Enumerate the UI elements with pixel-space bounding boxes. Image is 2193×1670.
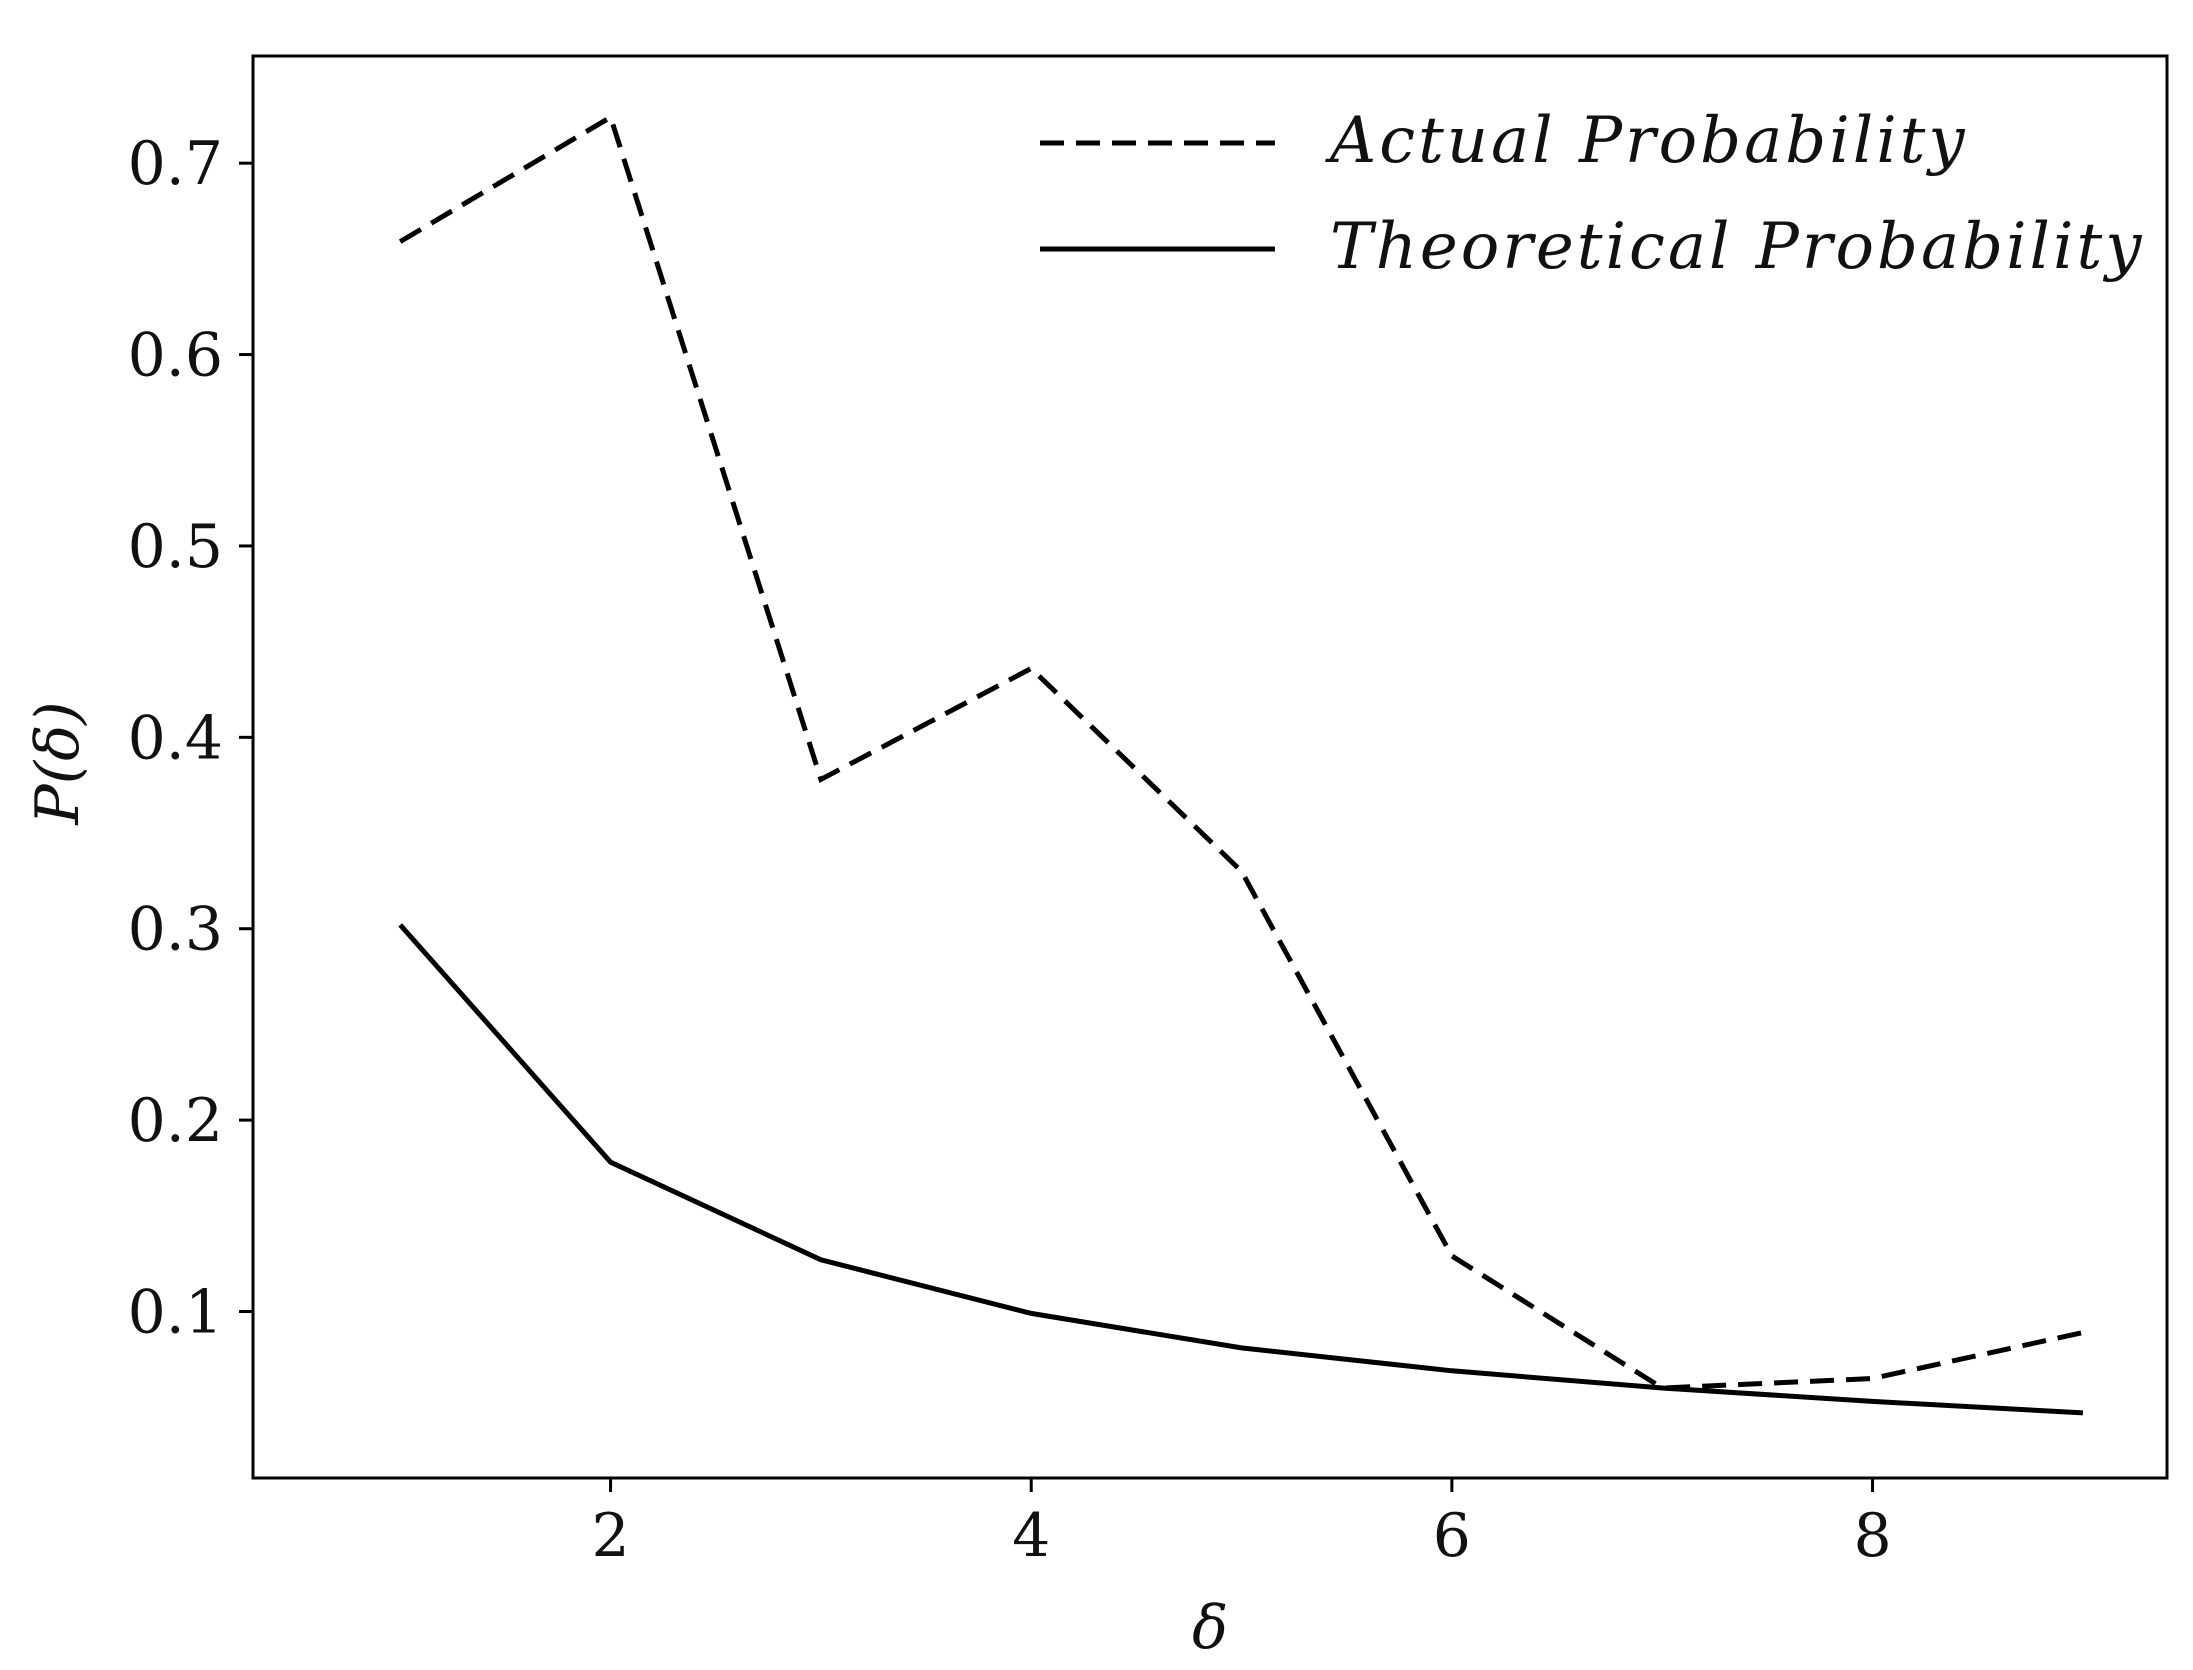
x-axis-label: δ [1192, 1593, 1228, 1663]
y-axis-label: P(δ) [23, 701, 93, 825]
legend: Actual Probability Theoretical Probabili… [1040, 104, 2144, 284]
plot-frame [251, 54, 2169, 1480]
y-tick-label: 0.5 [128, 512, 223, 582]
x-axis: 2 4 6 8 [591, 1478, 1892, 1571]
legend-label-actual-probability: Actual Probability [1325, 104, 1968, 178]
y-tick-label: 0.4 [128, 703, 223, 773]
y-axis: 0.1 0.2 0.3 0.4 0.5 0.6 0.7 [128, 129, 253, 1347]
series-group [398, 113, 2084, 1416]
series-line-actual-probability [398, 113, 2084, 1391]
x-tick-label: 4 [1012, 1501, 1050, 1571]
y-tick-label: 0.3 [128, 895, 223, 965]
y-tick-label: 0.6 [128, 321, 223, 391]
x-tick-label: 8 [1853, 1501, 1891, 1571]
legend-label-theoretical-probability: Theoretical Probability [1330, 210, 2144, 284]
y-tick-label: 0.7 [128, 129, 223, 199]
series-line-theoretical-probability [398, 923, 2084, 1416]
x-tick-label: 6 [1433, 1501, 1471, 1571]
y-tick-label: 0.1 [128, 1277, 223, 1347]
x-tick-label: 2 [591, 1501, 629, 1571]
y-tick-label: 0.2 [128, 1086, 223, 1156]
